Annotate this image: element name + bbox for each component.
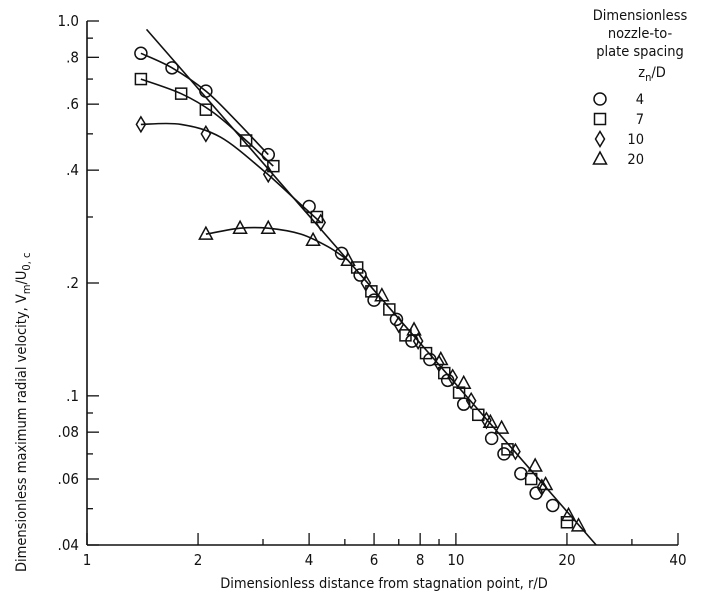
square-data-point	[560, 515, 574, 529]
y-axis-label-slash: /U	[14, 271, 30, 285]
y-tick-label: .06	[58, 470, 79, 488]
circle-data-point	[545, 498, 560, 513]
x-tick-label: 4	[305, 551, 314, 569]
square-data-point	[239, 134, 253, 147]
y-tick-label: .8	[66, 48, 79, 66]
correlation-line	[145, 28, 597, 546]
triangle-data-point	[455, 374, 472, 390]
y-tick-label: .6	[66, 95, 79, 113]
legend-title-var-sub: n	[645, 71, 651, 84]
x-tick-label: 6	[370, 551, 379, 569]
legend-label: 4	[636, 92, 644, 108]
x-axis-title: Dimensionless distance from stagnation p…	[220, 576, 548, 592]
x-tick-label: 1	[83, 551, 92, 569]
triangle-data-point	[527, 457, 543, 472]
triangle-data-point	[340, 251, 356, 266]
square-data-point	[174, 87, 188, 100]
square-data-point	[438, 366, 451, 380]
x-tick-label: 8	[416, 551, 425, 569]
y-tick-label: .08	[58, 423, 79, 441]
square-data-point	[199, 103, 213, 116]
legend-title-line-1: Dimensionless	[593, 8, 688, 24]
y-tick-label: 1.0	[58, 12, 79, 30]
legend-square-marker	[593, 112, 607, 126]
square-fit-curve	[140, 78, 274, 167]
diamond-data-point	[412, 332, 424, 351]
circle-data-point	[389, 312, 404, 327]
y-tick-label: .4	[66, 161, 79, 179]
triangle-data-point	[433, 350, 449, 366]
circle-fit-curve	[140, 52, 269, 156]
x-axis-label: Dimensionless distance from stagnation p…	[220, 576, 548, 592]
circle-data-point	[440, 373, 455, 388]
x-tick-label: 40	[669, 551, 686, 569]
diamond-data-point	[393, 315, 405, 334]
circle-data-point	[484, 431, 499, 446]
y-axis-title: Dimensionless maximum radial velocity, V…	[14, 253, 33, 572]
square-data-point	[350, 261, 364, 274]
triangle-data-point	[482, 413, 499, 429]
triangle-data-point	[493, 419, 510, 434]
circle-data-point	[165, 61, 179, 75]
square-data-point	[524, 472, 538, 486]
legend-title-var: zn/D	[638, 65, 666, 84]
circle-data-point	[302, 199, 316, 214]
legend-circle-marker	[593, 92, 607, 106]
diamond-data-point	[200, 124, 212, 143]
circle-data-point	[199, 84, 213, 98]
triangle-data-point	[374, 287, 390, 302]
square-data-point	[134, 72, 148, 86]
triangle-data-point	[232, 219, 248, 234]
legend-title-var-z: z	[638, 65, 645, 81]
legend: Dimensionless nozzle-to- plate spacing z…	[592, 8, 688, 168]
diamond-data-point	[465, 391, 477, 410]
x-tick-label: 10	[447, 551, 464, 569]
y-tick-label: .1	[66, 387, 79, 405]
diamond-data-point	[135, 115, 147, 134]
legend-title-var-tail: /D	[651, 65, 665, 81]
triangle-data-point	[305, 231, 321, 247]
plot-area: 1 2 4 6 8 10 20 40 .04 .06 .08 .1 .2 .4 .6 .8 1.0	[58, 12, 687, 569]
circle-data-point	[423, 352, 437, 367]
square-data-point	[452, 386, 466, 399]
legend-title-line-3: plate spacing	[596, 44, 684, 60]
diamond-data-point	[315, 213, 327, 232]
square-data-point	[419, 346, 433, 360]
triangle-data-point	[570, 517, 587, 532]
legend-diamond-marker	[594, 130, 606, 148]
diamond-data-point	[510, 442, 521, 461]
x-tick-label: 20	[558, 551, 575, 569]
legend-label: 10	[627, 132, 644, 148]
legend-label: 20	[627, 152, 644, 168]
triangle-data-point	[260, 219, 277, 234]
y-axis-label: Dimensionless maximum radial velocity, V…	[14, 253, 33, 572]
y-axis-label-main: Dimensionless maximum radial velocity, V	[14, 294, 30, 572]
triangle-fit-curve	[205, 226, 349, 261]
square-data-point	[472, 408, 485, 422]
legend-entries: 4 7 10 20	[592, 92, 644, 168]
y-tick-label: .2	[66, 274, 79, 292]
diamond-fit-curve	[140, 122, 322, 224]
legend-triangle-marker	[592, 150, 608, 165]
diamond-data-point	[536, 478, 548, 497]
diamond-data-point	[262, 165, 274, 184]
legend-title-line-2: nozzle-to-	[608, 26, 673, 42]
diamond-data-point	[360, 274, 372, 292]
y-tick-label: .04	[58, 536, 79, 554]
legend-label: 7	[636, 112, 644, 128]
square-data-point	[383, 303, 396, 316]
triangle-data-point	[406, 321, 422, 336]
triangle-data-point	[560, 506, 577, 522]
x-tick-label: 2	[194, 551, 203, 569]
circle-data-point	[134, 46, 148, 61]
diamond-data-point	[447, 368, 459, 387]
triangle-data-point	[537, 475, 554, 491]
circle-data-point	[497, 447, 511, 461]
triangle-data-point	[198, 225, 214, 240]
circle-data-point	[261, 147, 276, 162]
y-axis-label-sub-0c: 0, c	[20, 253, 33, 271]
y-axis-label-sub-m: m	[20, 285, 33, 295]
